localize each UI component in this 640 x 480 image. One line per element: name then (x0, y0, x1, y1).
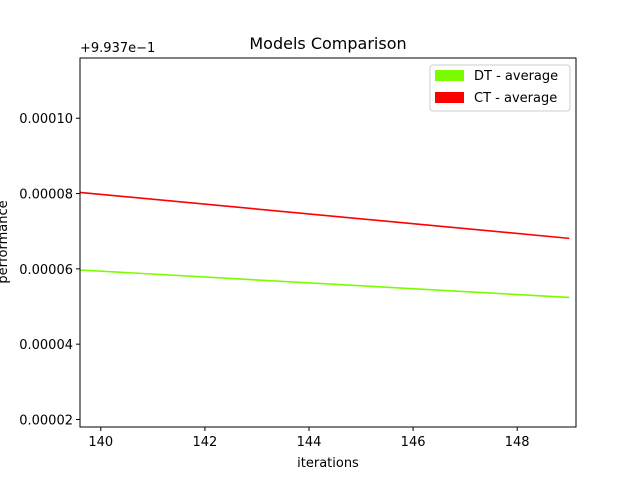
series-line-0 (79, 269, 570, 299)
y-tick-label: 0.00004 (19, 338, 73, 353)
x-tick-label: 148 (505, 435, 530, 450)
legend-swatch-1 (435, 92, 464, 103)
x-tick-label: 146 (401, 435, 426, 450)
legend-box (429, 64, 571, 112)
legend-swatch-0 (435, 70, 464, 81)
y-axis-offset-label: +9.937e−1 (80, 41, 155, 56)
ticks-layer: 140 142 144 146 148 0.00002 0.00004 0.00006 0.00… (19, 112, 529, 450)
series-line-1 (79, 191, 570, 240)
x-tick-label: 144 (297, 435, 322, 450)
y-tick-label: 0.00006 (19, 263, 73, 278)
legend-label-0: DT - average (474, 69, 558, 84)
y-tick-label: 0.00008 (19, 188, 73, 203)
y-axis-label: performance (0, 200, 11, 283)
plot-area-frame (79, 57, 577, 428)
legend-label-1: CT - average (474, 91, 557, 106)
x-tick-label: 142 (192, 435, 217, 450)
y-tick-label: 0.00002 (19, 413, 73, 428)
chart-title: Models Comparison (249, 34, 406, 53)
series-layer (79, 191, 570, 299)
y-tick-label: 0.00010 (19, 112, 73, 127)
legend: DT - average CT - average (429, 64, 571, 112)
x-axis-label: iterations (297, 456, 359, 471)
x-tick-label: 140 (88, 435, 113, 450)
